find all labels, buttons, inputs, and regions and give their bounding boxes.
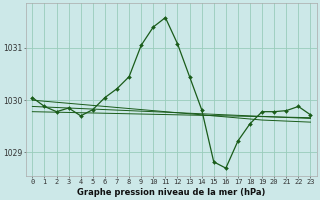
- X-axis label: Graphe pression niveau de la mer (hPa): Graphe pression niveau de la mer (hPa): [77, 188, 266, 197]
